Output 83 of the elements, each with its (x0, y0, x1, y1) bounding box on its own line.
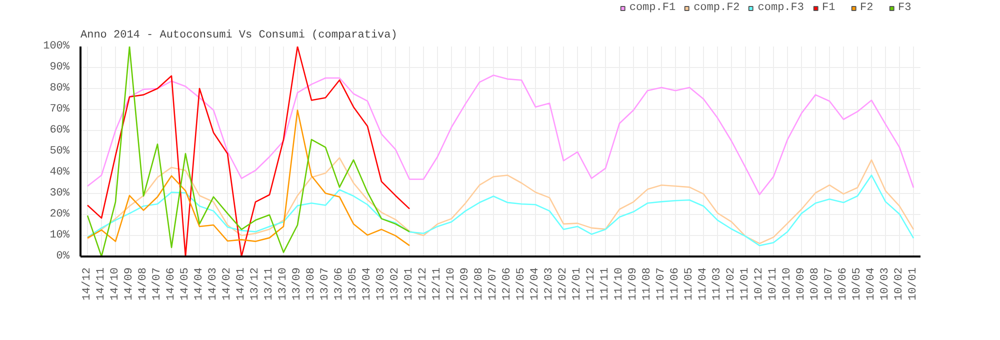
y-tick-label: 70% (50, 104, 70, 116)
x-tick-label: 10/09 (796, 267, 808, 301)
x-tick-label: 14/10 (110, 267, 122, 301)
x-tick-label: 10/11 (768, 267, 780, 301)
x-tick-label: 12/04 (530, 267, 542, 301)
x-tick-label: 13/12 (250, 267, 262, 301)
y-tick-label: 10% (50, 230, 70, 242)
x-tick-label: 11/11 (600, 267, 612, 301)
x-tick-label: 13/10 (278, 267, 290, 301)
x-tick-label: 12/02 (558, 267, 570, 301)
x-tick-label: 13/04 (362, 267, 374, 301)
x-tick-label: 11/12 (586, 267, 598, 301)
x-tick-label: 13/08 (306, 267, 318, 301)
x-tick-label: 12/10 (446, 267, 458, 301)
x-tick-label: 12/08 (474, 267, 486, 301)
y-tick-label: 80% (50, 82, 70, 94)
y-tick-label: 90% (50, 62, 70, 74)
x-tick-label: 14/01 (236, 267, 248, 301)
x-tick-label: 11/09 (628, 267, 640, 301)
x-tick-label: 10/08 (810, 267, 822, 301)
x-tick-label: 10/07 (824, 267, 836, 301)
x-tick-label: 14/07 (152, 267, 164, 301)
x-tick-label: 12/12 (418, 267, 430, 301)
y-tick-label: 40% (50, 166, 70, 178)
x-tick-label: 11/05 (684, 267, 696, 301)
x-tick-label: 13/02 (390, 267, 402, 301)
x-tick-label: 13/06 (334, 267, 346, 301)
x-tick-label: 13/01 (404, 267, 416, 301)
x-tick-label: 13/11 (264, 267, 276, 301)
x-tick-label: 13/03 (376, 267, 388, 301)
legend-label: F2 (860, 2, 874, 14)
x-tick-label: 12/09 (460, 267, 472, 301)
x-tick-label: 14/04 (194, 267, 206, 301)
x-tick-label: 11/01 (740, 267, 752, 301)
x-tick-label: 11/07 (656, 267, 668, 301)
x-tick-label: 14/12 (82, 267, 94, 301)
chart-title: Anno 2014 - Autoconsumi Vs Consumi (comparativa) (80, 30, 398, 42)
x-tick-label: 13/07 (320, 267, 332, 301)
x-tick-label: 12/11 (432, 267, 444, 301)
x-tick-label: 12/06 (502, 267, 514, 301)
legend-label: comp.F1 (629, 2, 676, 14)
x-tick-label: 10/06 (838, 267, 850, 301)
x-tick-label: 11/10 (614, 267, 626, 301)
x-tick-label: 11/08 (642, 267, 654, 301)
legend-label: comp.F2 (694, 2, 740, 14)
x-tick-label: 10/03 (880, 267, 892, 301)
x-tick-label: 13/09 (292, 267, 304, 301)
legend-label: F1 (822, 2, 836, 14)
legend-label: comp.F3 (758, 2, 804, 14)
x-tick-label: 14/11 (96, 267, 108, 301)
legend-label: F3 (898, 2, 912, 14)
line-series (86, 46, 410, 256)
y-tick-label: 100% (43, 40, 70, 52)
y-tick-label: 20% (50, 208, 70, 220)
x-tick-label: 13/05 (348, 267, 360, 301)
x-tick-label: 12/03 (544, 267, 556, 301)
line-series (86, 109, 410, 246)
x-tick-label: 10/04 (866, 267, 878, 301)
line-series (86, 74, 914, 196)
line-series (86, 174, 914, 246)
x-tick-label: 10/10 (782, 267, 794, 301)
x-tick-label: 14/02 (222, 267, 234, 301)
x-tick-label: 12/01 (572, 267, 584, 301)
y-tick-label: 30% (50, 188, 70, 200)
x-tick-label: 14/03 (208, 267, 220, 301)
line-series (86, 157, 914, 244)
x-tick-label: 14/05 (180, 267, 192, 301)
x-tick-label: 14/09 (124, 267, 136, 301)
x-tick-label: 10/12 (754, 267, 766, 301)
x-tick-label: 10/02 (894, 267, 906, 301)
y-tick-label: 60% (50, 124, 70, 136)
x-tick-label: 12/05 (516, 267, 528, 301)
x-tick-label: 11/02 (726, 267, 738, 301)
x-tick-label: 10/05 (852, 267, 864, 301)
x-tick-label: 11/04 (698, 267, 710, 301)
x-tick-label: 12/07 (488, 267, 500, 301)
x-tick-label: 14/06 (166, 267, 178, 301)
y-tick-label: 50% (50, 146, 70, 158)
x-tick-label: 11/03 (712, 267, 724, 301)
x-tick-label: 14/08 (138, 267, 150, 301)
x-tick-label: 10/01 (908, 267, 920, 301)
x-tick-label: 11/06 (670, 267, 682, 301)
y-tick-label: 0% (56, 250, 70, 262)
